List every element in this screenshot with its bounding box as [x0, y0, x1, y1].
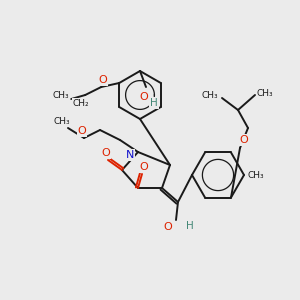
- Text: O: O: [102, 148, 110, 158]
- Text: CH₂: CH₂: [73, 98, 89, 107]
- Text: CH₃: CH₃: [202, 92, 218, 100]
- Text: CH₃: CH₃: [257, 88, 273, 98]
- Text: O: O: [140, 92, 148, 102]
- Text: N: N: [126, 150, 134, 160]
- Text: CH₃: CH₃: [53, 91, 70, 100]
- Text: CH₃: CH₃: [54, 116, 70, 125]
- Text: H: H: [186, 221, 194, 231]
- Text: O: O: [99, 75, 108, 85]
- Text: O: O: [240, 135, 248, 145]
- Text: CH₃: CH₃: [248, 170, 264, 179]
- Text: O: O: [140, 162, 148, 172]
- Text: H: H: [150, 98, 158, 108]
- Text: O: O: [164, 222, 172, 232]
- Text: O: O: [78, 126, 86, 136]
